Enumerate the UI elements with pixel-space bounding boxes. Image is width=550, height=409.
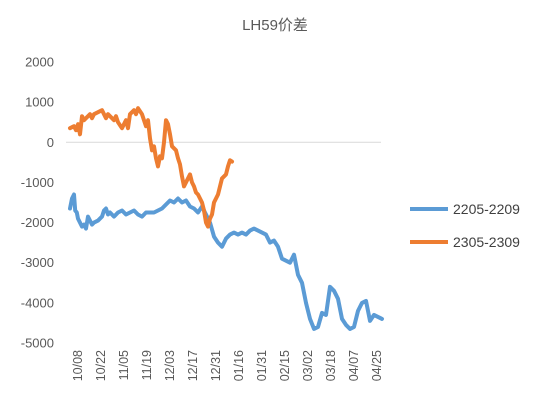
x-tick-label: 03/18 bbox=[324, 350, 338, 381]
x-tick-label: 10/08 bbox=[71, 350, 85, 381]
y-tick-label: -5000 bbox=[21, 336, 54, 351]
y-tick-label: 2000 bbox=[25, 55, 54, 70]
legend: 2205-2209 2305-2309 bbox=[410, 201, 520, 250]
x-tick-label: 02/15 bbox=[278, 350, 292, 381]
x-tick-label: 04/25 bbox=[370, 350, 384, 381]
legend-label: 2205-2209 bbox=[453, 201, 520, 217]
x-tick-label: 01/31 bbox=[255, 350, 269, 381]
x-tick-label: 11/05 bbox=[117, 350, 131, 380]
y-tick-label: -4000 bbox=[21, 295, 54, 310]
x-tick-label: 04/07 bbox=[347, 350, 361, 381]
chart-title: LH59价差 bbox=[242, 17, 308, 34]
y-axis-ticks: 2000 1000 0 -1000 -2000 -3000 -4000 -5000 bbox=[21, 55, 54, 351]
y-tick-label: -3000 bbox=[21, 255, 54, 270]
x-tick-label: 12/03 bbox=[163, 350, 177, 381]
x-tick-label: 12/17 bbox=[186, 350, 200, 381]
x-tick-label: 10/22 bbox=[94, 350, 108, 381]
x-tick-label: 11/19 bbox=[140, 350, 154, 380]
x-tick-label: 12/31 bbox=[209, 350, 223, 381]
y-tick-label: 0 bbox=[47, 135, 54, 150]
series-line-2 bbox=[68, 106, 234, 229]
series-line-1 bbox=[68, 192, 384, 331]
x-axis-ticks: 10/08 10/22 11/05 11/19 12/03 12/17 12/31 01/16… bbox=[71, 350, 384, 381]
x-tick-label: 01/16 bbox=[232, 350, 246, 381]
y-tick-label: -2000 bbox=[21, 215, 54, 230]
legend-label: 2305-2309 bbox=[453, 234, 520, 250]
series-lines bbox=[68, 106, 384, 331]
y-tick-label: -1000 bbox=[21, 175, 54, 190]
y-tick-label: 1000 bbox=[25, 95, 54, 110]
x-tick-label: 03/02 bbox=[301, 350, 315, 381]
